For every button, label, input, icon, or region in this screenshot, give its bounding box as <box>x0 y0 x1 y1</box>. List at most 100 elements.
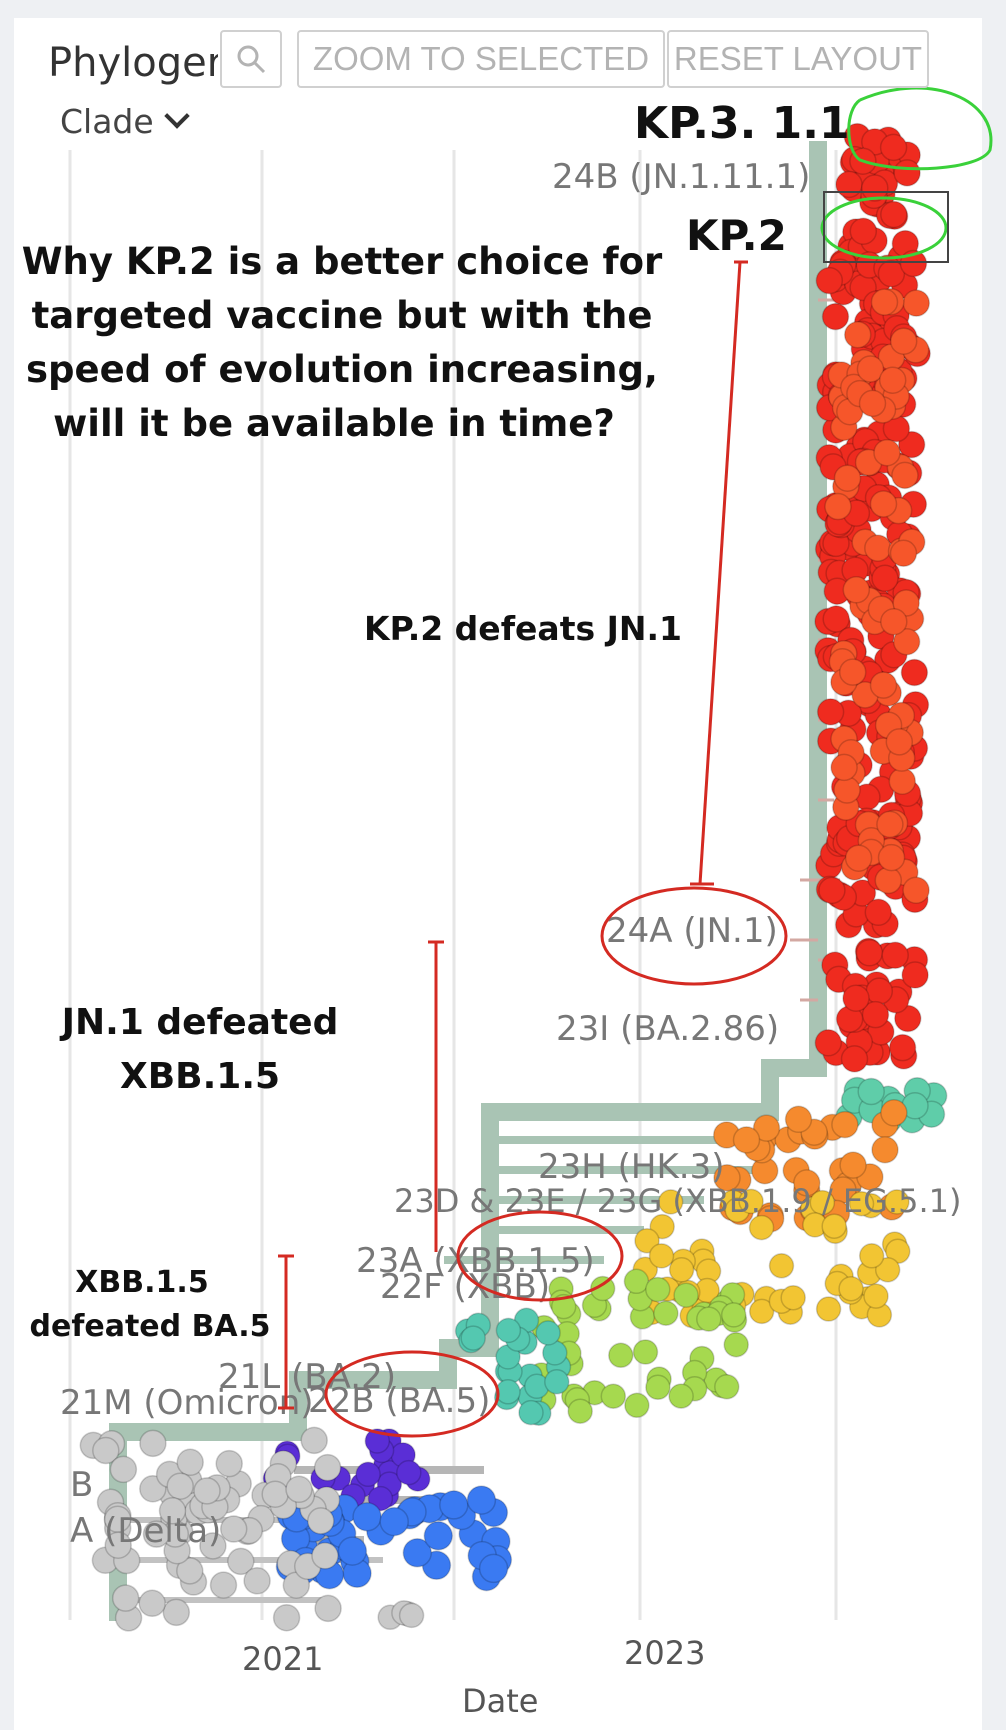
tip-point[interactable] <box>894 1004 922 1033</box>
tip-point[interactable] <box>367 1485 394 1512</box>
tip-point[interactable] <box>900 658 929 687</box>
tip-point[interactable] <box>632 1339 659 1365</box>
tip-point[interactable] <box>209 1571 238 1599</box>
tip-point[interactable] <box>589 1275 616 1302</box>
tip-point[interactable] <box>111 1584 140 1612</box>
tip-point[interactable] <box>567 1398 593 1424</box>
tip-point[interactable] <box>768 1253 795 1279</box>
tip-point[interactable] <box>893 159 921 187</box>
tip-point[interactable] <box>478 1553 509 1584</box>
tip-point[interactable] <box>307 1507 335 1535</box>
tip-point[interactable] <box>138 1589 166 1618</box>
tip-point[interactable] <box>379 1506 409 1537</box>
tip-point[interactable] <box>784 1105 813 1134</box>
reset-layout-button[interactable]: RESET LAYOUT <box>667 30 929 88</box>
tip-point[interactable] <box>881 941 909 970</box>
tip-point[interactable] <box>439 1490 469 1520</box>
tip-point[interactable] <box>285 1475 313 1504</box>
tip-point[interactable] <box>793 1169 821 1197</box>
tip-point[interactable] <box>645 1276 671 1303</box>
tip-point[interactable] <box>858 389 887 418</box>
tip-point[interactable] <box>732 1126 761 1154</box>
tip-point[interactable] <box>839 1151 867 1179</box>
tip-point[interactable] <box>842 576 871 604</box>
tip-point[interactable] <box>901 961 929 989</box>
tip-point[interactable] <box>892 589 920 617</box>
tip-point[interactable] <box>840 1045 869 1073</box>
tip-point[interactable] <box>748 1298 775 1325</box>
tip-point[interactable] <box>176 1557 204 1585</box>
tip-point[interactable] <box>856 355 885 383</box>
tip-point[interactable] <box>843 320 872 349</box>
tip-point[interactable] <box>103 1505 132 1533</box>
tip-point[interactable] <box>337 1536 368 1566</box>
tip-point[interactable] <box>858 1243 885 1269</box>
tip-point[interactable] <box>889 539 918 568</box>
tip-point[interactable] <box>311 1542 339 1570</box>
tip-point[interactable] <box>142 1520 171 1548</box>
tip-point[interactable] <box>139 1429 167 1458</box>
tip-point[interactable] <box>398 1602 425 1629</box>
tip-point[interactable] <box>535 1320 561 1346</box>
tip-point[interactable] <box>166 1472 194 1500</box>
search-button[interactable] <box>220 30 282 88</box>
tip-point[interactable] <box>818 876 846 905</box>
tip-point[interactable] <box>158 1497 187 1525</box>
tip-point[interactable] <box>714 1374 740 1400</box>
tip-point[interactable] <box>870 288 899 316</box>
tip-point[interactable] <box>668 1257 695 1283</box>
tip-point[interactable] <box>878 366 907 394</box>
tip-point[interactable] <box>880 1099 908 1127</box>
tip-point[interactable] <box>696 1306 722 1332</box>
tip-point[interactable] <box>879 133 908 162</box>
tip-point[interactable] <box>352 1502 382 1532</box>
tip-point[interactable] <box>544 1369 570 1395</box>
tip-point[interactable] <box>809 1189 836 1216</box>
tip-point[interactable] <box>495 1317 522 1344</box>
tip-point[interactable] <box>162 1598 191 1627</box>
tip-point[interactable] <box>495 1379 521 1405</box>
tip-point[interactable] <box>885 1238 911 1265</box>
tip-point[interactable] <box>835 170 863 199</box>
tip-point[interactable] <box>748 1214 775 1241</box>
tip-point[interactable] <box>634 1228 660 1254</box>
tip-point[interactable] <box>876 810 904 839</box>
tip-point[interactable] <box>888 767 917 795</box>
tip-point[interactable] <box>673 1282 699 1308</box>
tip-point[interactable] <box>822 605 850 633</box>
tip-point[interactable] <box>885 728 914 756</box>
tip-point[interactable] <box>838 658 867 686</box>
tip-point[interactable] <box>193 1477 221 1505</box>
tip-point[interactable] <box>668 1383 694 1409</box>
tip-point[interactable] <box>600 1383 627 1409</box>
tip-point[interactable] <box>653 1300 679 1326</box>
tip-point[interactable] <box>888 1033 917 1062</box>
tip-point[interactable] <box>402 1538 433 1568</box>
tip-point[interactable] <box>780 1284 806 1311</box>
tip-point[interactable] <box>518 1399 544 1426</box>
tip-point[interactable] <box>713 1164 741 1192</box>
tip-point[interactable] <box>815 1296 842 1322</box>
tip-point[interactable] <box>199 1532 227 1560</box>
tip-point[interactable] <box>176 1448 204 1477</box>
tip-point[interactable] <box>300 1426 328 1455</box>
tip-point[interactable] <box>877 259 906 288</box>
tip-point[interactable] <box>865 977 894 1005</box>
tip-point[interactable] <box>738 1188 764 1215</box>
color-by-select[interactable]: Clade <box>60 102 190 141</box>
tip-point[interactable] <box>874 1257 901 1283</box>
tip-point[interactable] <box>838 1275 864 1302</box>
tip-point[interactable] <box>355 1461 381 1488</box>
tip-point[interactable] <box>824 492 852 521</box>
tip-point[interactable] <box>816 698 845 726</box>
tip-point[interactable] <box>243 1567 271 1595</box>
tip-point[interactable] <box>892 627 921 656</box>
tip-point[interactable] <box>831 1110 859 1139</box>
tip-point[interactable] <box>215 1449 243 1478</box>
tip-point[interactable] <box>884 1189 910 1215</box>
tip-point[interactable] <box>891 461 919 490</box>
tip-point[interactable] <box>821 302 850 331</box>
tip-point[interactable] <box>830 753 858 782</box>
tip-point[interactable] <box>864 898 893 927</box>
tip-point[interactable] <box>874 866 903 895</box>
